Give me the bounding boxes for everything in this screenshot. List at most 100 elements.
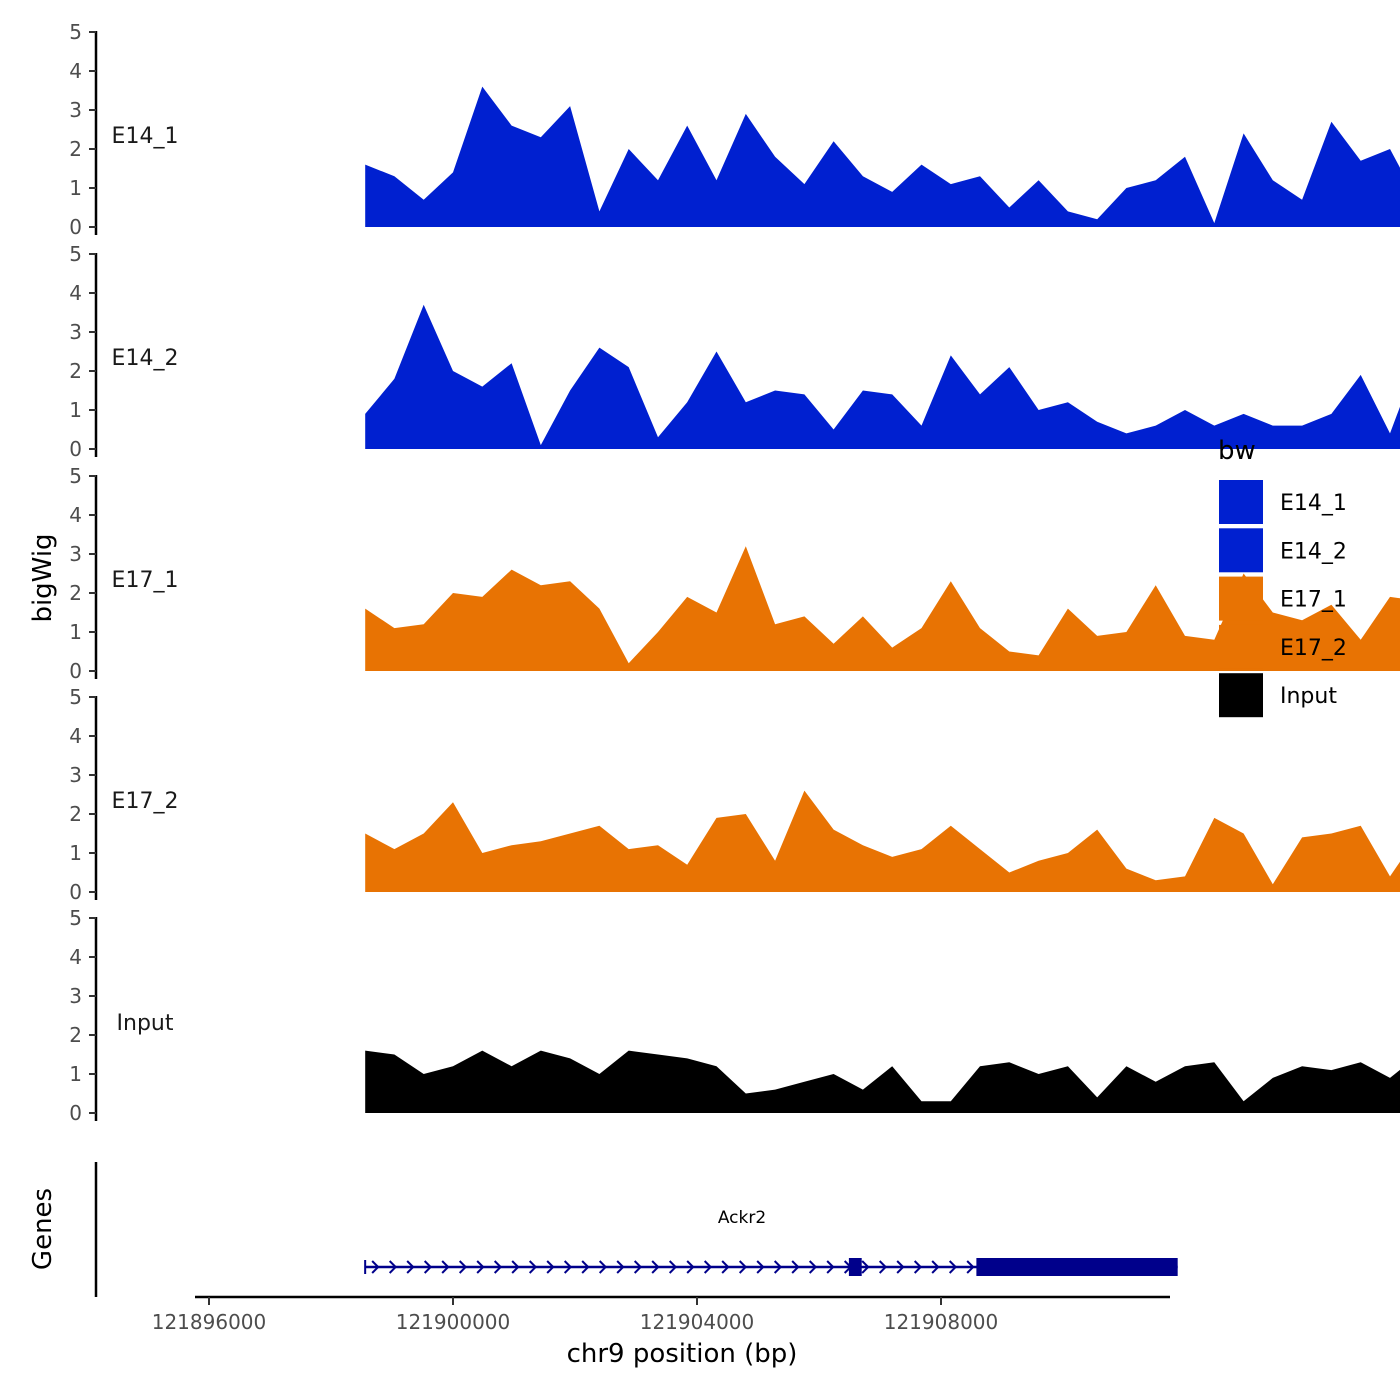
strand-arrow (616, 1260, 625, 1274)
strand-arrow (896, 1260, 905, 1274)
strand-arrow (476, 1260, 485, 1274)
strand-arrow (581, 1260, 590, 1274)
y-tick-label: 1 (69, 398, 82, 422)
strand-arrow (826, 1260, 835, 1274)
track-E17_1: 0 1 2 3 4 5 E17_1 (69, 464, 1400, 683)
strand-arrow (931, 1260, 940, 1274)
strand-arrow (598, 1260, 608, 1274)
y-tick-label: 1 (69, 620, 82, 644)
legend-swatch (1219, 673, 1263, 718)
x-axis-title: chr9 position (bp) (567, 1339, 798, 1369)
gene-exon (848, 1258, 862, 1276)
y-tick-label: 4 (69, 503, 82, 527)
x-tick-label: 121908000 (884, 1310, 999, 1334)
y-tick-label: 4 (69, 945, 82, 969)
strand-arrow (528, 1260, 538, 1274)
legend-label: E14_1 (1280, 491, 1347, 516)
x-tick-label: 121904000 (640, 1310, 755, 1334)
strand-arrow (563, 1260, 573, 1274)
legend: bw E14_1 E14_2 E17_1 E17_2 Input (1218, 436, 1347, 718)
coverage-area-E17_2 (365, 790, 1400, 892)
y-tick-label: 5 (69, 685, 82, 709)
legend-label: Input (1280, 684, 1337, 709)
y-tick-label: 2 (69, 137, 82, 161)
coverage-area-Input (365, 1050, 1400, 1113)
legend-swatch (1219, 480, 1263, 524)
y-tick-label: 4 (69, 59, 82, 83)
strand-arrow (388, 1260, 398, 1274)
track-label: E17_2 (112, 789, 179, 814)
track-label: Input (117, 1011, 174, 1036)
strand-arrow (651, 1260, 660, 1274)
strand-arrow (966, 1260, 975, 1274)
y-tick-label: 5 (69, 242, 82, 266)
strand-arrow (703, 1260, 713, 1274)
legend-swatch (1219, 576, 1263, 621)
y-tick-label: 3 (69, 98, 82, 122)
y-tick-label: 3 (69, 320, 82, 344)
y-tick-label: 1 (69, 1062, 82, 1086)
y-tick-label: 0 (69, 880, 82, 904)
strand-arrow (913, 1260, 923, 1274)
x-axis: 121896000 121900000 121904000 121908000 (152, 1295, 1170, 1334)
strand-arrow (756, 1260, 765, 1274)
strand-arrow (738, 1260, 748, 1274)
x-tick-label: 121896000 (152, 1310, 267, 1334)
y-tick-label: 3 (69, 984, 82, 1008)
y-tick-label: 0 (69, 215, 82, 239)
track-label: E14_1 (112, 124, 179, 149)
y-tick-label: 4 (69, 724, 82, 748)
y-tick-label: 5 (69, 20, 82, 44)
y-axis-title: bigWig (28, 533, 58, 622)
strand-arrow (406, 1260, 415, 1274)
strand-arrow (441, 1260, 450, 1274)
strand-arrow (511, 1260, 520, 1274)
strand-arrow (773, 1260, 783, 1274)
y-tick-label: 4 (69, 281, 82, 305)
y-tick-label: 1 (69, 176, 82, 200)
coverage-area-E14_1 (365, 86, 1400, 227)
legend-title: bw (1218, 436, 1256, 466)
strand-arrow (878, 1260, 888, 1274)
strand-arrow (861, 1260, 870, 1274)
track-Input: 0 1 2 3 4 5 Input (69, 906, 1400, 1125)
strand-arrow (668, 1260, 678, 1274)
legend-label: E14_2 (1280, 539, 1347, 564)
strand-arrow (371, 1260, 380, 1274)
gene-exon (976, 1258, 1178, 1276)
y-tick-label: 0 (69, 659, 82, 683)
y-tick-label: 2 (69, 581, 82, 605)
gene-label: Ackr2 (718, 1208, 766, 1228)
strand-arrow (458, 1260, 468, 1274)
y-tick-label: 3 (69, 763, 82, 787)
strand-arrow (791, 1260, 800, 1274)
y-tick-label: 3 (69, 542, 82, 566)
track-E14_2: 0 1 2 3 4 5 E14_2 (69, 242, 1400, 461)
strand-arrow (423, 1260, 433, 1274)
y-tick-label: 5 (69, 464, 82, 488)
bigwig-tracks: 0 1 2 3 4 5 E14_1 0 1 2 3 4 5 E14_2 0 1 2 3 4 5 E17_1 0 1 2 3 4 5 E… (69, 20, 1400, 1125)
strand-arrow (633, 1260, 643, 1274)
strand-arrow (493, 1260, 503, 1274)
y-tick-label: 2 (69, 802, 82, 826)
genes-panel: Genes Ackr2 (28, 1162, 1178, 1297)
strand-arrow (948, 1260, 958, 1274)
legend-label: E17_1 (1280, 588, 1347, 613)
legend-label: E17_2 (1280, 636, 1347, 661)
strand-arrow (808, 1260, 818, 1274)
strand-arrow (546, 1260, 555, 1274)
strand-arrow (686, 1260, 695, 1274)
track-label: E17_1 (112, 568, 179, 593)
legend-swatch (1219, 528, 1263, 573)
y-tick-label: 5 (69, 906, 82, 930)
gene-model: Ackr2 (364, 1208, 1178, 1276)
strand-arrow (721, 1260, 730, 1274)
y-tick-label: 1 (69, 841, 82, 865)
track-E14_1: 0 1 2 3 4 5 E14_1 (69, 20, 1400, 239)
track-label: E14_2 (112, 346, 179, 371)
genes-axis-title: Genes (28, 1188, 58, 1270)
coverage-area-E17_1 (365, 546, 1400, 671)
y-tick-label: 0 (69, 437, 82, 461)
y-tick-label: 2 (69, 359, 82, 383)
